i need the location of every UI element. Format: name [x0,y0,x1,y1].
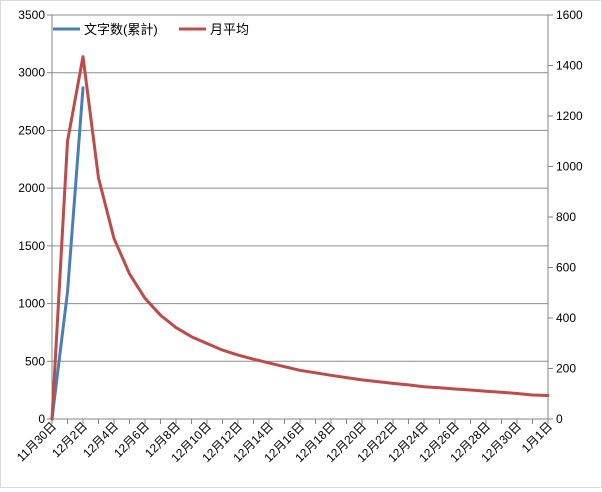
left-axis-tick-label: 1000 [18,297,45,311]
right-axis-tick-label: 1400 [556,59,583,73]
series-lines [50,55,550,421]
left-axis-tick-label: 2000 [18,181,45,195]
left-axis-tick-label: 3000 [18,66,45,80]
right-axis-tick-label: 1600 [556,8,583,22]
right-axis-tick-label: 200 [556,362,576,376]
axes [51,15,549,420]
x-axis-tick-label: 1月1日 [519,419,555,455]
right-axis-ticks: 0 200 400 600 800 1000 1200 1400 1600 [548,8,583,426]
right-axis-tick-label: 1200 [556,109,583,123]
right-axis-tick-label: 800 [556,210,576,224]
series-line-cumulative [50,86,85,421]
right-axis-tick-label: 600 [556,261,576,275]
legend-label-monthly-average: 月平均 [210,22,249,37]
series-line-monthly-average [50,55,550,421]
left-axis-tick-label: 1500 [18,239,45,253]
legend-label-cumulative: 文字数(累計) [84,22,158,37]
left-axis-tick-label: 500 [25,354,45,368]
legend: 文字数(累計) 月平均 [53,22,249,37]
right-axis-tick-label: 400 [556,311,576,325]
x-axis-tick-label: 11月30日 [14,419,59,464]
x-axis-ticks: 11月30日12月2日12月4日12月6日12月8日12月10日12月12日12… [14,419,555,465]
right-axis-tick-label: 1000 [556,160,583,174]
left-axis-tick-label: 3500 [18,8,45,22]
right-axis-tick-label: 0 [556,412,563,426]
left-axis-tick-label: 2500 [18,123,45,137]
left-axis-tick-label: 0 [38,412,45,426]
left-axis-ticks: 0 500 1000 1500 2000 2500 3000 3500 [18,8,52,426]
gridlines [52,14,548,362]
